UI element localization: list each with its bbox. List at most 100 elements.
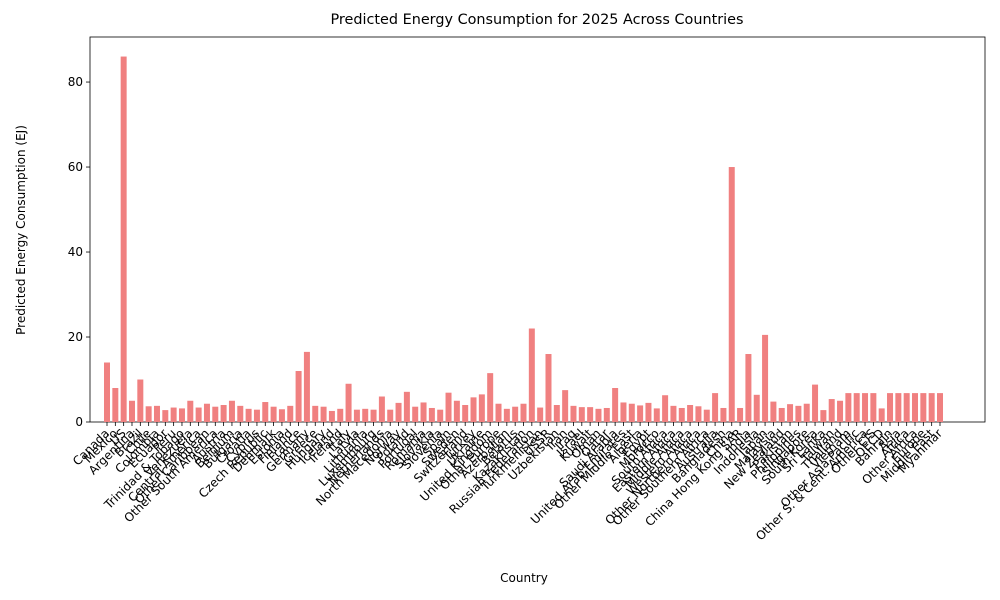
bar xyxy=(337,408,344,422)
bar xyxy=(412,406,419,422)
bar xyxy=(645,402,652,422)
bar xyxy=(637,405,644,422)
bar xyxy=(345,383,352,422)
bar xyxy=(545,354,552,422)
bar xyxy=(795,405,802,422)
bar xyxy=(445,392,452,422)
bar xyxy=(195,407,202,422)
bar xyxy=(128,400,135,422)
bar xyxy=(178,408,185,422)
bar xyxy=(845,393,852,422)
bar xyxy=(378,396,385,422)
bar xyxy=(578,407,585,422)
bar xyxy=(237,405,244,422)
plot-frame xyxy=(89,36,986,423)
bar xyxy=(762,334,769,422)
bar xyxy=(503,408,510,422)
bar xyxy=(295,371,302,422)
bar xyxy=(670,405,677,422)
bar xyxy=(212,406,219,422)
y-tick-label: 20 xyxy=(68,330,83,344)
bar xyxy=(737,407,744,422)
bar xyxy=(687,405,694,422)
bar xyxy=(878,408,885,422)
bar xyxy=(728,167,735,422)
bar xyxy=(228,400,235,422)
bar xyxy=(395,402,402,422)
bar xyxy=(387,409,394,422)
bar xyxy=(312,405,319,422)
bar xyxy=(203,403,210,422)
bar xyxy=(370,409,377,422)
y-tick-label: 40 xyxy=(68,245,83,259)
bar xyxy=(262,402,269,422)
bar xyxy=(603,407,610,422)
bar xyxy=(745,354,752,422)
bar xyxy=(562,390,569,422)
bar xyxy=(828,399,835,422)
bar xyxy=(612,388,619,422)
bar xyxy=(803,403,810,422)
bar xyxy=(620,402,627,422)
bar xyxy=(928,393,935,422)
bar xyxy=(428,407,435,422)
bar xyxy=(553,405,560,422)
bar xyxy=(712,393,719,422)
bar xyxy=(187,400,194,422)
bar xyxy=(403,391,410,422)
bar xyxy=(420,402,427,422)
bar xyxy=(303,351,310,422)
bar xyxy=(662,395,669,422)
bar xyxy=(653,408,660,422)
y-tick-label: 60 xyxy=(68,160,83,174)
bar xyxy=(720,407,727,422)
bar xyxy=(112,388,119,422)
bar xyxy=(220,405,227,422)
bar xyxy=(937,393,943,422)
bar xyxy=(512,406,519,422)
bar xyxy=(912,393,919,422)
y-tick-label: 80 xyxy=(68,75,83,89)
y-tick-label: 0 xyxy=(75,415,83,429)
bar xyxy=(104,362,110,422)
bar xyxy=(753,394,760,422)
bar xyxy=(778,407,785,422)
bar xyxy=(145,406,152,422)
bar xyxy=(153,405,160,422)
bar xyxy=(903,393,910,422)
bar xyxy=(287,405,294,422)
bar xyxy=(537,407,544,422)
bar xyxy=(320,406,327,422)
bar xyxy=(703,409,710,422)
bar xyxy=(162,410,169,422)
bar xyxy=(278,409,285,422)
bar xyxy=(253,409,260,422)
bar xyxy=(870,393,877,422)
bar xyxy=(587,407,594,422)
bar xyxy=(137,379,144,422)
bar xyxy=(353,409,360,422)
bar xyxy=(120,56,127,423)
bar xyxy=(770,401,777,422)
bar xyxy=(270,406,277,422)
bar xyxy=(328,410,335,422)
bar xyxy=(862,393,869,422)
bar xyxy=(895,393,902,422)
bar xyxy=(628,403,635,422)
bar xyxy=(678,407,685,422)
bar xyxy=(528,328,535,422)
bar xyxy=(495,403,502,422)
bar xyxy=(920,393,927,422)
bar xyxy=(478,394,485,422)
bar xyxy=(470,397,477,422)
bar xyxy=(853,393,860,422)
bar xyxy=(520,403,527,422)
bar xyxy=(170,407,177,422)
bar xyxy=(570,405,577,422)
bar xyxy=(487,373,494,422)
bar xyxy=(787,404,794,422)
bar xyxy=(695,406,702,422)
bar xyxy=(820,410,827,422)
bar xyxy=(245,408,252,422)
